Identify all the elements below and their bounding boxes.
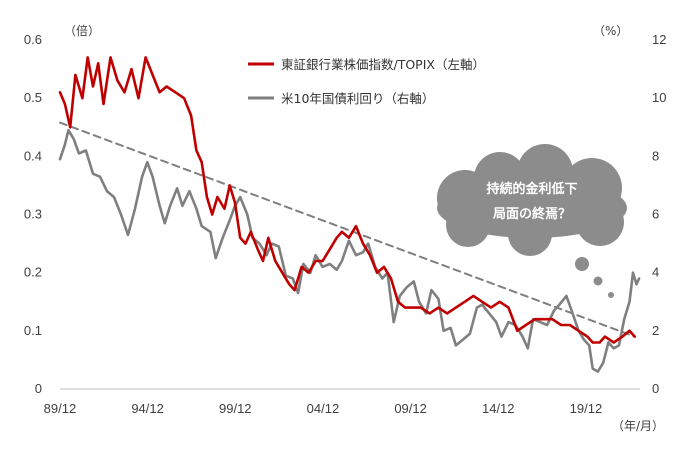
right-tick-label: 8 (652, 148, 659, 163)
callout-line-1: 持続的金利低下 (486, 181, 577, 197)
x-tick-label: 14/12 (482, 401, 515, 416)
legend-label-us10y: 米10年国債利回り（右軸） (281, 91, 434, 106)
right-tick-label: 6 (652, 207, 659, 222)
right-tick-label: 0 (652, 381, 659, 396)
callout-bubble-small (608, 292, 614, 298)
x-tick-label: 19/12 (570, 401, 603, 416)
right-tick-label: 12 (652, 32, 666, 47)
right-axis-unit: （%） (593, 24, 628, 38)
x-tick-label: 89/12 (44, 401, 77, 416)
left-axis-ticks: 0 0.1 0.2 0.3 0.4 0.5 0.6 (24, 32, 42, 396)
left-tick-label: 0.4 (24, 148, 42, 163)
legend-label-bank-ratio: 東証銀行業株価指数/TOPIX（左軸） (281, 57, 485, 72)
right-tick-label: 4 (652, 265, 659, 280)
left-tick-label: 0.6 (24, 32, 42, 47)
legend: 東証銀行業株価指数/TOPIX（左軸） 米10年国債利回り（右軸） (248, 57, 485, 106)
callout-cloud: 持続的金利低下 局面の終焉？ (437, 144, 627, 298)
trend-line (59, 121, 636, 338)
x-tick-label: 09/12 (394, 401, 427, 416)
cloud-shape (437, 144, 627, 256)
left-tick-label: 0.3 (24, 207, 42, 222)
x-axis-ticks: 89/12 94/12 99/12 04/12 09/12 14/12 19/12 (44, 401, 603, 416)
x-tick-label: 99/12 (219, 401, 252, 416)
left-tick-label: 0.5 (24, 90, 42, 105)
left-tick-label: 0.2 (24, 265, 42, 280)
x-axis-unit: （年/月） (612, 419, 664, 433)
x-tick-label: 04/12 (307, 401, 340, 416)
series-line-bank-topix-ratio (58, 56, 636, 344)
right-axis-ticks: 0 2 4 6 8 10 12 (652, 32, 666, 396)
left-tick-label: 0.1 (24, 323, 42, 338)
callout-line-2: 局面の終焉？ (493, 206, 571, 222)
left-axis-unit: （倍） (64, 23, 100, 38)
x-tick-label: 94/12 (131, 401, 164, 416)
callout-bubble-medium (593, 276, 603, 286)
left-tick-label: 0 (35, 381, 42, 396)
callout-bubble-large (575, 257, 589, 271)
series-layer (58, 56, 641, 373)
series-line-us10y-yield (58, 128, 641, 373)
right-tick-label: 10 (652, 90, 666, 105)
right-tick-label: 2 (652, 323, 659, 338)
